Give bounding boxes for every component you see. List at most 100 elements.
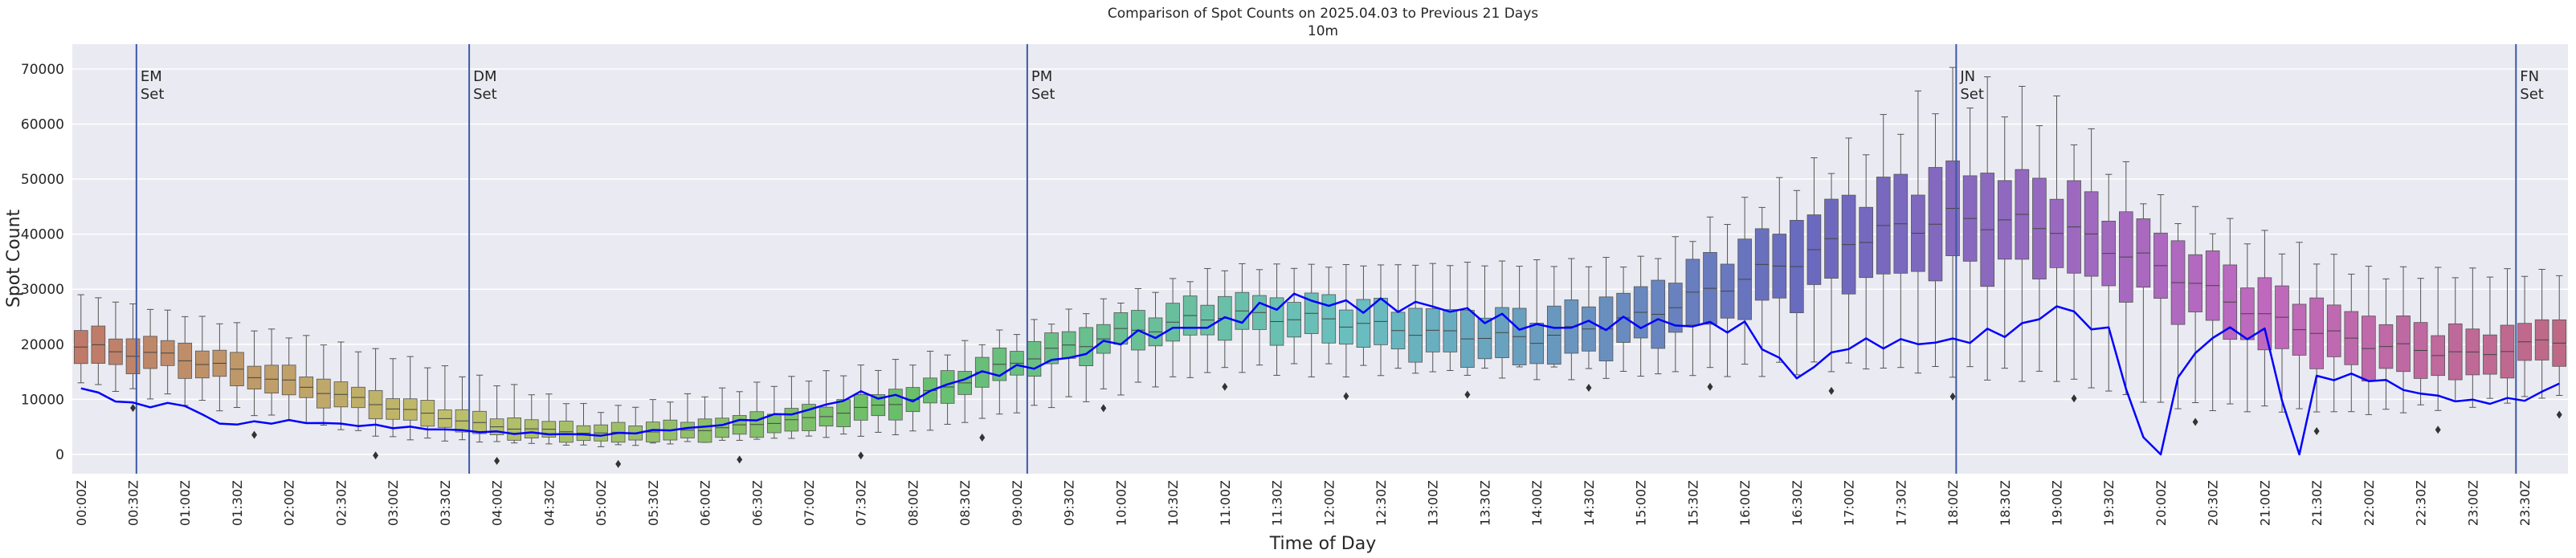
box-bin xyxy=(2188,206,2202,426)
x-tick-label: 23:30Z xyxy=(2517,480,2533,526)
box-bin xyxy=(195,316,210,401)
x-tick-label: 03:30Z xyxy=(438,480,453,526)
box-bin xyxy=(1582,266,1596,393)
box-bin xyxy=(2032,125,2047,372)
box-bin xyxy=(230,322,244,409)
box-bin xyxy=(1495,260,1509,379)
box-bin xyxy=(1806,157,1822,363)
outlier-point xyxy=(1707,382,1713,391)
marker-label-line1: DM xyxy=(473,68,496,85)
x-tick-label: 06:30Z xyxy=(749,480,765,526)
box-bin xyxy=(1859,154,1873,370)
x-tick-label: 20:30Z xyxy=(2206,480,2221,526)
box-bin xyxy=(2049,95,2064,382)
box-bin xyxy=(2292,242,2307,409)
outlier-point xyxy=(858,451,864,460)
box-bin xyxy=(2240,243,2255,413)
box-bin xyxy=(594,412,608,447)
y-tick-label: 30000 xyxy=(21,282,64,298)
box-bin xyxy=(420,367,435,439)
box-bin xyxy=(247,330,262,439)
box-bin xyxy=(1096,298,1111,413)
box-bin xyxy=(108,301,123,392)
x-tick-label: 19:00Z xyxy=(2049,480,2064,526)
x-tick-label: 05:30Z xyxy=(646,480,661,526)
chart-title: Comparison of Spot Counts on 2025.04.03 … xyxy=(1108,6,1538,22)
box-bin xyxy=(1010,334,1024,413)
box-bin xyxy=(1703,216,1717,391)
outlier-point xyxy=(615,459,622,468)
box-bin xyxy=(2205,233,2220,412)
box-bin xyxy=(351,351,365,431)
box-bin xyxy=(1997,116,2012,369)
marker-label-line1: FN xyxy=(2520,68,2539,85)
box-bin xyxy=(2223,218,2238,405)
box-bin xyxy=(680,393,695,442)
box-bin xyxy=(1876,114,1891,369)
box-bin xyxy=(2153,194,2168,403)
marker-label-line2: Set xyxy=(1960,86,1984,103)
box-bin xyxy=(91,297,106,385)
x-tick-label: 16:00Z xyxy=(1737,480,1753,526)
box-bin xyxy=(1061,308,1076,397)
outlier-point xyxy=(1464,390,1471,399)
box-bin xyxy=(1512,266,1527,368)
box-bin xyxy=(749,381,765,440)
x-tick-label: 00:30Z xyxy=(126,480,141,526)
x-tick-label: 14:30Z xyxy=(1582,480,1597,526)
x-tick-label: 08:30Z xyxy=(957,480,973,526)
y-tick-label: 70000 xyxy=(21,62,64,78)
x-tick-label: 13:00Z xyxy=(1426,480,1441,526)
x-tick-label: 07:30Z xyxy=(854,480,869,526)
box-bin xyxy=(1079,313,1094,402)
outlier-point xyxy=(1586,384,1592,393)
box-bin xyxy=(1962,107,1978,368)
box-bin xyxy=(1928,113,1943,367)
box-bin xyxy=(819,370,834,438)
x-tick-label: 01:30Z xyxy=(230,480,245,526)
box-bin xyxy=(2552,275,2567,419)
box-bin xyxy=(1668,236,1683,373)
box-bin xyxy=(1911,90,1925,374)
y-tick-label: 10000 xyxy=(21,392,64,408)
box-bin xyxy=(2101,173,2117,392)
box-bin xyxy=(2015,86,2030,382)
x-tick-label: 19:30Z xyxy=(2101,480,2117,526)
x-tick-label: 10:30Z xyxy=(1166,480,1181,526)
x-tick-label: 05:00Z xyxy=(594,480,609,526)
box-bin xyxy=(281,337,296,421)
box-bin xyxy=(402,356,418,441)
box-bin xyxy=(1148,291,1163,388)
x-tick-label: 02:30Z xyxy=(333,480,349,526)
x-tick-label: 20:00Z xyxy=(2153,480,2169,526)
outlier-point xyxy=(2071,394,2077,403)
box-bin xyxy=(1304,263,1319,377)
box-bin xyxy=(2534,268,2549,399)
box-bin xyxy=(2257,230,2272,407)
box-bin xyxy=(1339,264,1353,401)
box-bin xyxy=(1044,324,1059,409)
box-bin xyxy=(299,335,314,423)
box-bin xyxy=(1269,263,1284,376)
marker-label-line1: PM xyxy=(1031,68,1052,85)
plot-area xyxy=(72,44,2568,474)
outlier-point xyxy=(2435,426,2441,434)
x-axis-label: Time of Day xyxy=(1269,534,1376,554)
box-bin xyxy=(1772,177,1787,363)
box-bin xyxy=(368,348,383,460)
box-bin xyxy=(2413,278,2428,405)
box-bin xyxy=(73,294,88,384)
x-tick-label: 00:00Z xyxy=(74,480,89,526)
outlier-point xyxy=(251,430,258,439)
outlier-point xyxy=(1949,392,1956,401)
box-bin xyxy=(455,376,470,441)
box-bin xyxy=(2136,203,2151,403)
outlier-point xyxy=(1222,382,1228,391)
marker-label-line2: Set xyxy=(473,86,497,103)
box-bin xyxy=(2517,275,2532,397)
x-tick-label: 10:00Z xyxy=(1113,480,1129,526)
box-bin xyxy=(1685,241,1700,377)
box-bin xyxy=(1651,258,1666,375)
x-tick-label: 14:00Z xyxy=(1529,480,1545,526)
x-tick-label: 02:00Z xyxy=(282,480,297,526)
